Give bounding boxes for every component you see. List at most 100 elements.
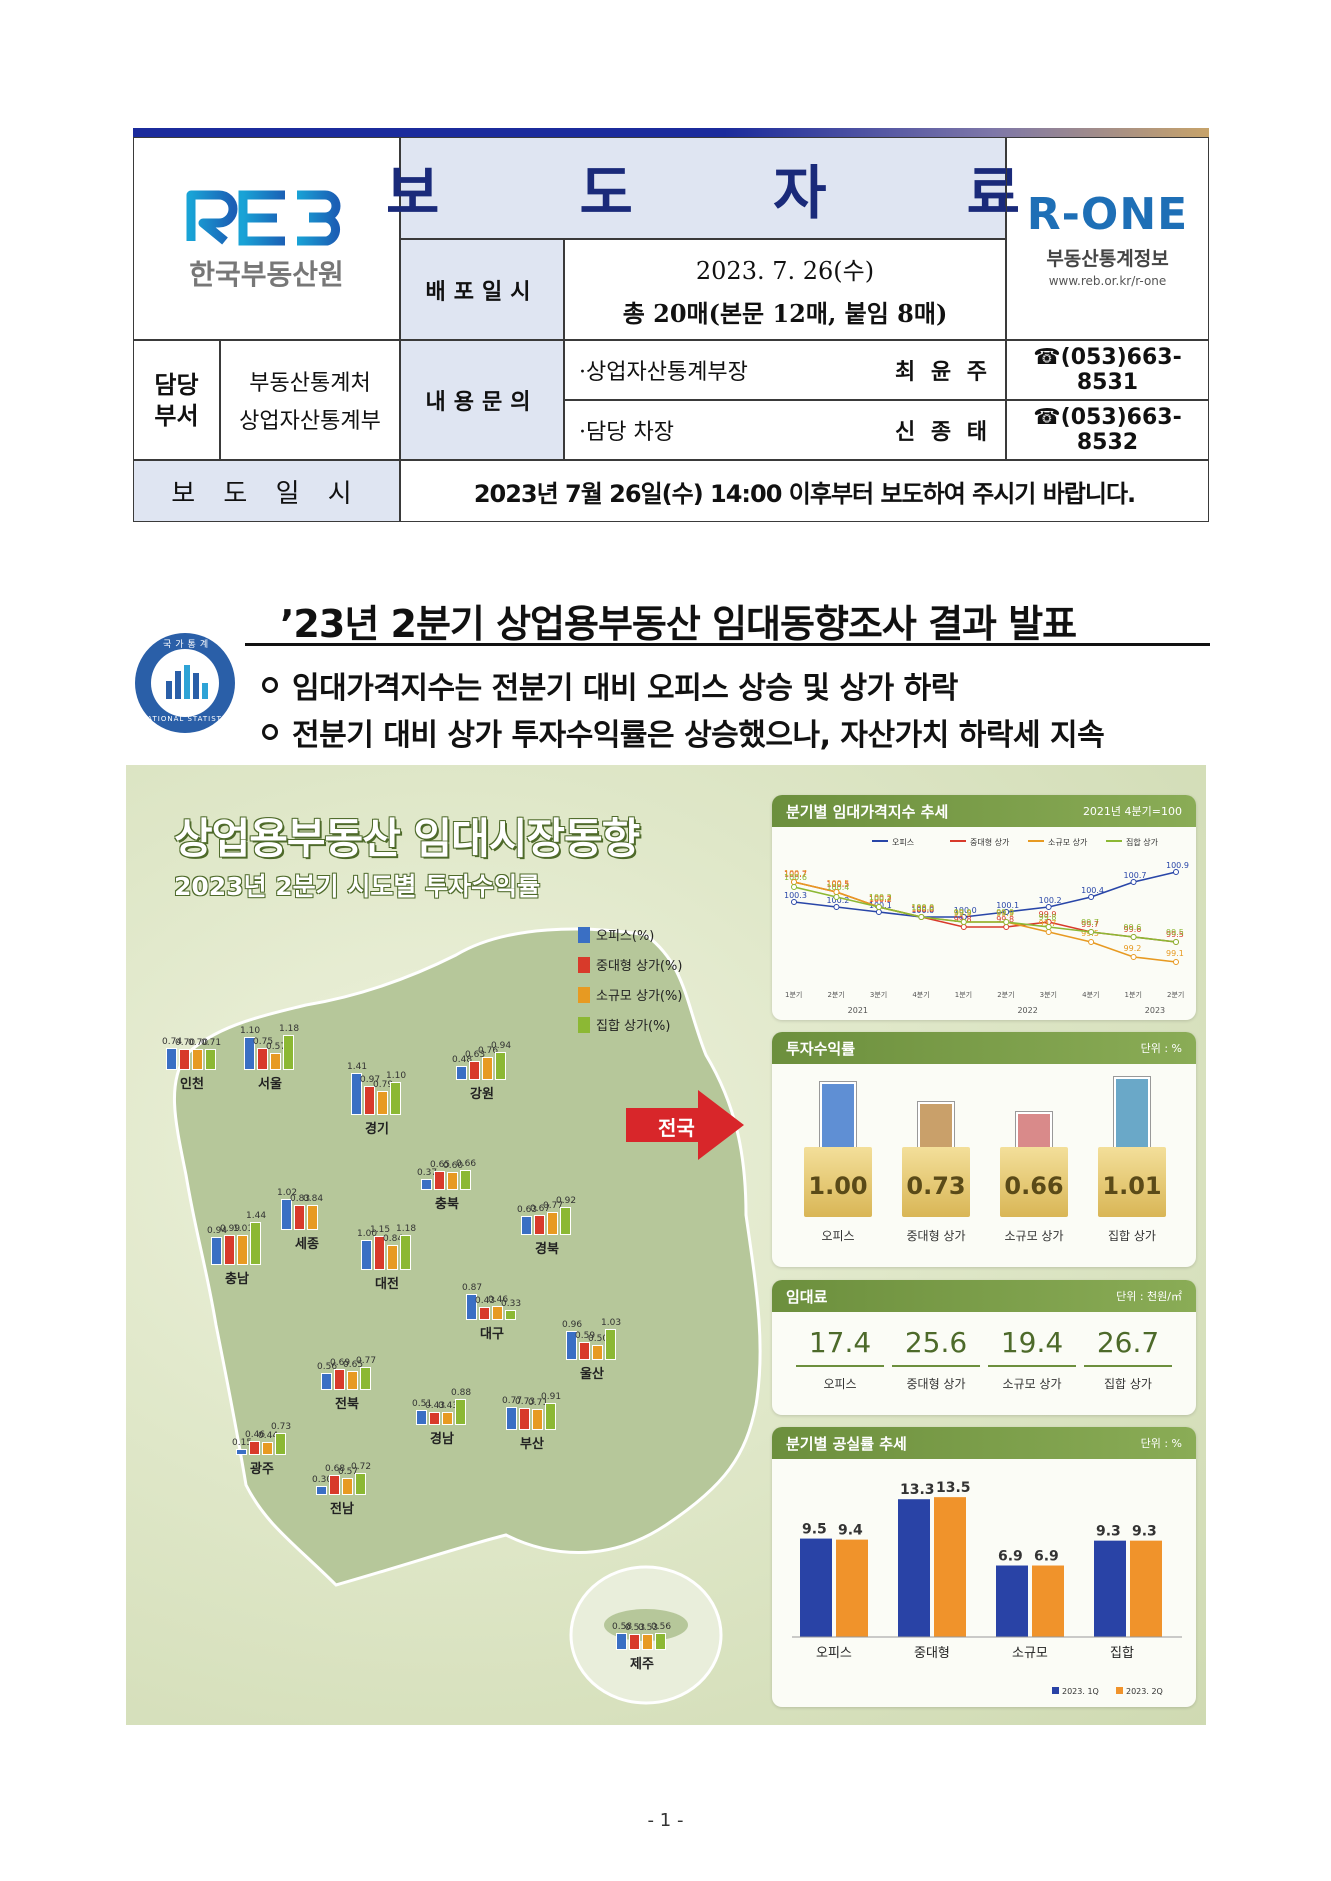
x-tick-label: 4분기 (1082, 990, 1099, 999)
legend-label: 소규모 상가(%) (596, 989, 683, 1004)
region-bar (579, 1342, 590, 1360)
panel-header: 분기별 임대가격지수 추세 2021년 4분기=100 (772, 795, 1196, 827)
price-index-label: 100.7 (1124, 871, 1147, 880)
rent-item: 25.6 중대형 상가 (888, 1320, 984, 1415)
region-bar (351, 1072, 362, 1115)
korea-map (172, 927, 762, 1705)
region-cluster: 0.74 0.70 0.70 0.71 인천 (162, 1020, 236, 1092)
region-bar-value: 0.77 (543, 1200, 564, 1211)
vacancy-legend-swatch (1052, 1687, 1059, 1694)
region-name: 경북 (535, 1242, 559, 1257)
return-item: 0.73 중대형 상가 (892, 1072, 980, 1267)
panel-header: 분기별 공실률 추세 단위 : % (772, 1427, 1196, 1459)
x-tick-label: 2분기 (997, 990, 1014, 999)
region-bar (294, 1205, 305, 1230)
region-bar-value: 0.56 (651, 1622, 672, 1633)
dept-name-1: 부동산통계처 (249, 371, 371, 396)
region-bar-value: 0.91 (541, 1391, 562, 1402)
return-item: 1.00 오피스 (794, 1072, 882, 1267)
vacancy-value: 13.5 (936, 1480, 971, 1496)
region-bar-value: 1.18 (396, 1223, 417, 1234)
dept-name-2: 상업자산통계부 (239, 409, 381, 434)
region-bar (347, 1370, 358, 1390)
region-bar-value: 1.41 (347, 1061, 368, 1072)
region-bar-value: 0.30 (312, 1475, 333, 1485)
region-bar (506, 1406, 517, 1430)
price-index-label: 100.2 (826, 896, 849, 905)
x-group-label: 2023 (1145, 1006, 1165, 1015)
bullet-text: 임대가격지수는 전분기 대비 오피스 상승 및 상가 하락 (292, 671, 958, 706)
vacancy-bar-chart: 9.5 9.4 오피스 13.3 13.5 중대형 6.9 6.9 소규모 9.3 9.3 집합 202… (792, 1480, 1182, 1696)
price-index-label: 100.0 (911, 906, 934, 915)
panel-header: 임대료 단위 : 천원/㎡ (772, 1280, 1196, 1312)
rent-divider (892, 1365, 980, 1367)
distribution-label: 배포일시 (425, 278, 539, 305)
return-pedestal (1098, 1147, 1166, 1217)
return-panel: 투자수익률 단위 : % 1.00 오피스 0.73 중대형 상가 0.66 소규… (772, 1032, 1196, 1267)
vacancy-legend-label: 2023. 2Q (1126, 1687, 1163, 1696)
region-bar (321, 1373, 332, 1390)
region-bar-value: 1.03 (601, 1318, 622, 1329)
region-bar (460, 1170, 471, 1190)
region-name: 전남 (330, 1502, 354, 1517)
rent-category: 집합 상가 (1104, 1377, 1152, 1391)
national-statistics-seal: 국가통계 NATIONAL STATISTICS (133, 631, 237, 735)
national-statistics-seal-icon (135, 633, 235, 733)
region-bar (442, 1412, 453, 1425)
return-value: 0.73 (906, 1172, 966, 1200)
price-index-line (793, 881, 1177, 943)
region-bar-value: 0.69 (330, 1358, 351, 1369)
region-bar-value: 1.10 (240, 1026, 261, 1036)
rent-item: 26.7 집합 상가 (1080, 1320, 1176, 1415)
region-bar-value: 0.43 (475, 1296, 496, 1307)
return-category: 오피스 (821, 1229, 855, 1243)
vacancy-value: 13.3 (900, 1482, 935, 1498)
region-bar (360, 1366, 371, 1390)
rone-url: www.reb.or.kr/r-one (1048, 274, 1167, 288)
vacancy-bar (800, 1538, 832, 1637)
vacancy-value: 9.3 (1096, 1524, 1121, 1540)
region-name: 인천 (180, 1077, 204, 1092)
region-bar (469, 1061, 480, 1080)
region-bar (283, 1034, 294, 1070)
price-index-label: 100.2 (869, 894, 892, 903)
region-name: 대전 (375, 1277, 399, 1292)
region-name: 충북 (435, 1197, 459, 1212)
region-bar (262, 1441, 273, 1455)
headline-bullet-2: 전분기 대비 상가 투자수익률은 상승했으나, 자산가치 하락세 지속 (262, 710, 1105, 754)
region-bar (434, 1170, 445, 1190)
region-name: 경남 (430, 1432, 454, 1447)
midlarge-bar-icon (578, 956, 590, 973)
price-index-point (1130, 879, 1137, 885)
region-bar (521, 1216, 532, 1235)
region-name: 경기 (365, 1122, 389, 1137)
region-cluster: 0.51 0.43 0.43 0.88 경남 (412, 1375, 486, 1447)
region-bar (566, 1331, 577, 1360)
region-bar-value: 1.10 (386, 1071, 407, 1081)
price-index-label: 100.7 (784, 869, 807, 878)
price-index-point (1003, 909, 1010, 915)
region-bar-value: 0.15 (232, 1438, 253, 1448)
region-bar (270, 1052, 281, 1070)
seal-text-bottom: NATIONAL STATISTICS (141, 715, 237, 723)
seal-text-top: 국가통계 (163, 640, 213, 650)
region-bar (629, 1634, 640, 1650)
region-cluster: 0.56 0.69 0.65 0.77 전북 (317, 1340, 391, 1412)
region-bar (532, 1408, 543, 1430)
region-bar (400, 1234, 411, 1270)
price-index-point (960, 919, 967, 925)
price-index-label: 100.4 (1081, 886, 1104, 895)
x-tick-label: 4분기 (912, 990, 929, 999)
region-bar (275, 1433, 286, 1455)
contact-role: ·담당 차장 (579, 420, 674, 445)
rone-name: 부동산통계정보 (1046, 248, 1169, 270)
region-bar-value: 0.84 (303, 1193, 324, 1204)
press-header: 한국부동산원 보 도 자 료 R-ONE 부동산통계정보 www.reb.or.… (133, 128, 1209, 522)
region-bar-value: 0.73 (271, 1422, 292, 1433)
price-index-label: 99.9 (996, 909, 1014, 918)
reb-logo-cell: 한국부동산원 (133, 137, 400, 340)
collective-bar-icon (578, 1016, 590, 1033)
region-cluster: 1.00 1.15 0.84 1.18 대전 (357, 1220, 431, 1292)
building-icon (918, 1102, 954, 1152)
region-bar (466, 1293, 477, 1320)
